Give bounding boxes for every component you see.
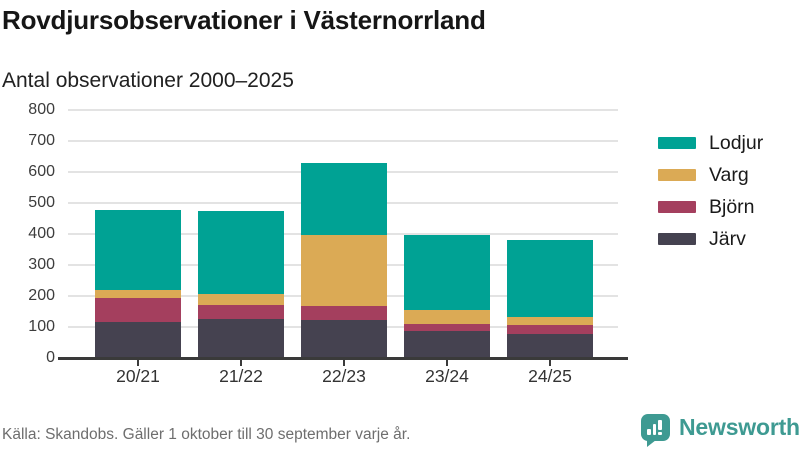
bar-segment-24-25-lodjur [507,239,593,318]
speech-bubble-tail [647,440,656,447]
x-axis-tick [549,359,551,366]
x-axis-tick-label: 21/22 [219,366,263,386]
legend: Lodjur Varg Björn Järv [658,127,763,255]
chart-title: Rovdjursobservationer i Västernorrland [2,5,486,35]
logo-bar-short-icon [647,429,651,435]
y-axis-tick-label: 700 [28,132,55,149]
y-axis-tick-label: 200 [28,287,55,304]
bar-segment-22-23-lodjur [301,162,387,236]
x-axis-tick-label: 23/24 [425,366,469,386]
legend-swatch-lodjur [658,137,696,149]
bar-segment-24-25-björn [507,324,593,335]
bar-segment-21-22-järv [198,318,284,358]
newsworthy-logo-icon [641,414,670,447]
y-axis-tick-label: 100 [28,318,55,335]
y-axis-tick-label: 400 [28,225,55,242]
x-axis-tick [343,359,345,366]
legend-swatch-järv [658,233,696,245]
x-axis-line [58,357,628,360]
x-axis-tick [240,359,242,366]
x-axis-tick-label: 22/23 [322,366,366,386]
legend-item-varg: Varg [658,159,763,191]
y-axis-tick-label: 500 [28,194,55,211]
x-axis-tick-label: 20/21 [116,366,160,386]
gridline-700 [68,140,618,142]
bar-segment-23-24-varg [404,309,490,324]
bar-segment-23-24-järv [404,331,490,358]
bar-segment-22-23-järv [301,320,387,358]
source-note: Källa: Skandobs. Gäller 1 oktober till 3… [2,426,411,443]
x-axis-tick-label: 24/25 [528,366,572,386]
newsworthy-logo-text: Newsworthy [679,414,800,440]
y-axis-tick-label: 300 [28,256,55,273]
legend-label: Varg [709,163,749,186]
logo-bar-tall-icon [652,424,656,435]
legend-swatch-varg [658,169,696,181]
legend-item-järv: Järv [658,223,763,255]
x-axis-tick [137,359,139,366]
legend-label: Järv [709,227,746,250]
bar-segment-24-25-varg [507,317,593,325]
bar-segment-21-22-lodjur [198,210,284,294]
bar-segment-23-24-björn [404,323,490,332]
y-axis-tick-label: 800 [28,101,55,118]
bar-segment-20-21-varg [95,290,181,299]
bar-segment-20-21-lodjur [95,209,181,291]
legend-label: Lodjur [709,131,764,154]
bar-segment-23-24-lodjur [404,234,490,310]
bar-segment-21-22-varg [198,293,284,305]
bar-segment-24-25-järv [507,334,593,358]
legend-item-björn: Björn [658,191,763,223]
bar-segment-20-21-björn [95,298,181,323]
x-axis-tick [446,359,448,366]
legend-label: Björn [709,195,755,218]
gridline-800 [68,109,618,111]
y-axis-tick-label: 0 [46,349,55,366]
bar-segment-21-22-björn [198,304,284,319]
bar-segment-20-21-järv [95,322,181,358]
bar-segment-22-23-varg [301,235,387,306]
logo-exclamation-stem-icon [658,420,662,430]
legend-item-lodjur: Lodjur [658,127,763,159]
bar-segment-22-23-björn [301,305,387,321]
newsworthy-logo: Newsworthy [641,414,800,447]
chart-subtitle: Antal observationer 2000–2025 [2,69,294,92]
logo-exclamation-dot-icon [658,431,662,435]
legend-swatch-björn [658,201,696,213]
y-axis-tick-label: 600 [28,163,55,180]
